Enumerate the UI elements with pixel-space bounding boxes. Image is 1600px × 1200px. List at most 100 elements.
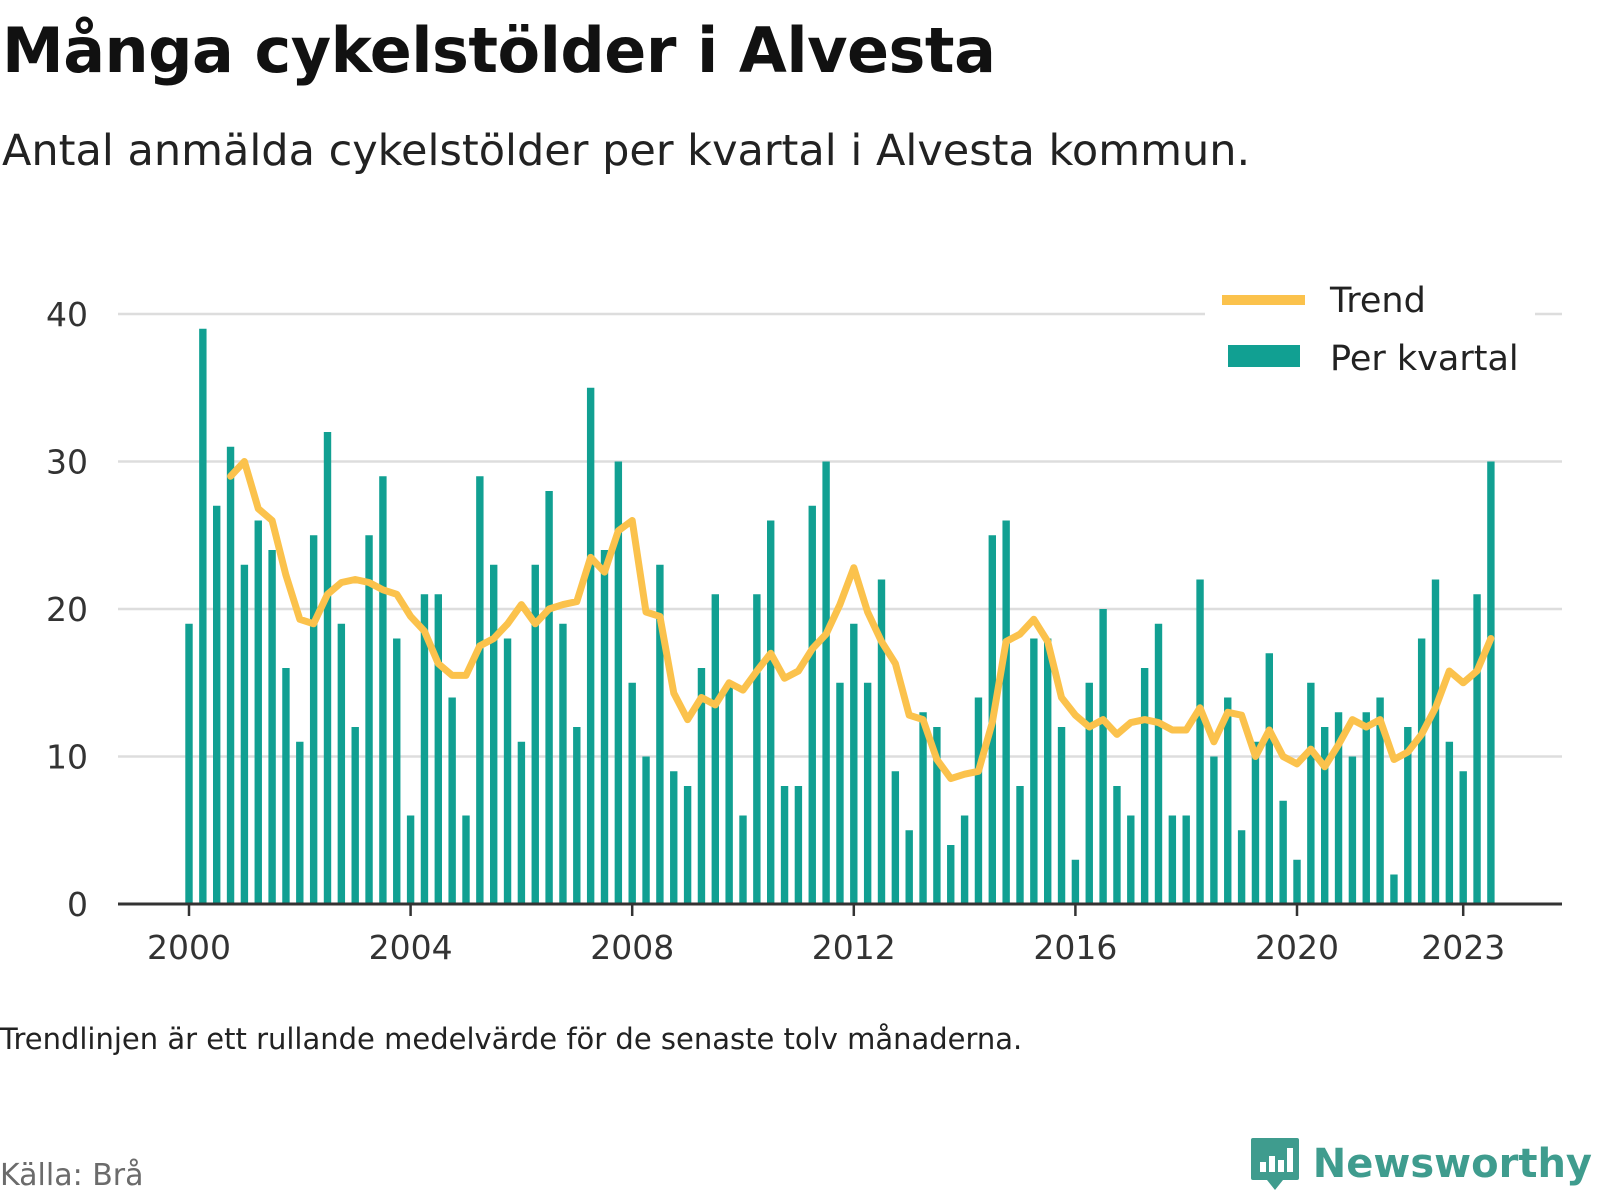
bar-2017-Q4 [1168, 815, 1177, 904]
bar-2022-Q1 [1404, 727, 1412, 904]
bar-2018-Q2 [1196, 579, 1204, 904]
bar-2007-Q3 [600, 550, 609, 904]
x-tick-label-2004: 2004 [369, 928, 453, 967]
bar-2014-Q2 [974, 697, 983, 904]
bar-2019-Q3 [1265, 653, 1273, 904]
bar-2018-Q3 [1210, 756, 1218, 904]
bar-2015-Q4 [1057, 727, 1066, 904]
bar-2012-Q4 [891, 771, 900, 904]
newsworthy-logo-icon [1250, 1138, 1299, 1190]
x-tick-label-2008: 2008 [590, 928, 674, 967]
bar-2016-Q1 [1071, 859, 1080, 904]
bar-2010-Q1 [739, 815, 747, 904]
bar-2010-Q3 [767, 520, 775, 904]
x-tick-label-2016: 2016 [1033, 928, 1117, 967]
y-tick-label-40: 40 [46, 295, 88, 334]
bar-2021-Q1 [1348, 756, 1357, 904]
bar-2023-Q1 [1459, 771, 1467, 904]
bar-2006-Q1 [517, 741, 526, 904]
legend-label-trend: Trend [1329, 281, 1426, 321]
trend-line [227, 458, 1495, 783]
bar-2019-Q1 [1237, 830, 1246, 904]
bar-2010-Q2 [753, 594, 761, 904]
bar-2005-Q3 [490, 564, 498, 904]
trend-layer [227, 458, 1495, 783]
bar-2009-Q1 [683, 786, 692, 904]
newsworthy-brand[interactable]: Newsworthy [1249, 1136, 1592, 1192]
bar-2012-Q2 [863, 682, 872, 904]
legend: Trend Per kvartal [1205, 275, 1535, 385]
bar-2015-Q3 [1044, 638, 1052, 904]
bar-2002-Q2 [309, 535, 318, 904]
x-tick-label-2012: 2012 [812, 928, 896, 967]
y-axis-labels: 0 10 20 30 40 [46, 295, 88, 924]
bar-2010-Q4 [780, 786, 789, 904]
bar-2002-Q4 [337, 623, 346, 904]
bar-2022-Q3 [1431, 579, 1440, 904]
bar-2020-Q2 [1307, 682, 1315, 904]
bar-2006-Q2 [531, 564, 539, 904]
bar-2021-Q3 [1376, 697, 1384, 904]
bar-2022-Q2 [1417, 638, 1426, 904]
bar-2012-Q1 [850, 623, 858, 904]
bar-2000-Q2 [199, 328, 207, 904]
bar-2009-Q4 [725, 682, 733, 904]
bar-2001-Q4 [282, 668, 290, 904]
bar-2014-Q1 [960, 815, 969, 904]
bar-2013-Q4 [947, 845, 955, 904]
bar-2008-Q4 [670, 771, 678, 904]
bar-2001-Q1 [240, 564, 249, 904]
x-tick-label-2023: 2023 [1421, 928, 1505, 967]
chart-subtitle: Antal anmälda cykelstölder per kvartal i… [2, 126, 1251, 176]
y-tick-label-10: 10 [46, 738, 88, 777]
bar-2021-Q2 [1362, 712, 1370, 904]
bar-2023-Q3 [1487, 461, 1495, 904]
x-tick-label-2020: 2020 [1255, 928, 1339, 967]
bar-2000-Q1 [185, 623, 193, 904]
bar-2001-Q3 [268, 550, 276, 904]
bar-2005-Q2 [476, 476, 484, 904]
bar-2016-Q3 [1099, 609, 1107, 904]
bar-2005-Q1 [462, 815, 470, 904]
bar-2011-Q1 [794, 786, 803, 904]
brand-name: Newsworthy [1312, 1141, 1592, 1187]
bar-2020-Q3 [1321, 727, 1329, 904]
footnote: Trendlinjen är ett rullande medelvärde f… [0, 1022, 1023, 1056]
bar-2008-Q1 [628, 682, 636, 904]
bar-2019-Q2 [1251, 741, 1260, 904]
bar-2013-Q2 [919, 712, 927, 904]
bar-2018-Q4 [1224, 697, 1232, 904]
y-tick-label-20: 20 [46, 590, 88, 629]
bar-2015-Q1 [1016, 786, 1024, 904]
bar-2001-Q2 [254, 520, 262, 904]
bar-2016-Q2 [1085, 682, 1093, 904]
bar-2005-Q4 [503, 638, 512, 904]
bar-2011-Q2 [808, 505, 816, 904]
bar-2009-Q3 [711, 594, 719, 904]
bar-2011-Q3 [822, 461, 830, 904]
bar-2004-Q1 [406, 815, 415, 904]
bar-2000-Q3 [213, 505, 221, 904]
bars-layer [185, 328, 1495, 904]
bar-2004-Q4 [448, 697, 456, 904]
bar-2015-Q2 [1030, 638, 1038, 904]
bar-2000-Q4 [226, 446, 235, 904]
bar-2003-Q2 [365, 535, 373, 904]
bar-2004-Q3 [434, 594, 442, 904]
bar-2006-Q4 [559, 623, 567, 904]
bar-2003-Q4 [393, 638, 401, 904]
bar-2012-Q3 [877, 579, 886, 904]
source-credit: Källa: Brå [0, 1158, 144, 1193]
bar-2006-Q3 [545, 491, 553, 904]
bar-2013-Q1 [905, 830, 913, 904]
bar-2020-Q1 [1293, 859, 1301, 904]
bar-2018-Q1 [1182, 815, 1190, 904]
legend-swatch-per-kvartal [1228, 345, 1300, 367]
bar-2022-Q4 [1445, 741, 1454, 904]
bar-2003-Q1 [351, 727, 359, 904]
bar-2007-Q1 [573, 727, 581, 904]
bar-2008-Q3 [656, 564, 664, 904]
bar-2017-Q3 [1154, 623, 1163, 904]
bar-2020-Q4 [1334, 712, 1343, 904]
x-axis: 2000 2004 2008 2012 2016 2020 2023 [118, 902, 1562, 967]
